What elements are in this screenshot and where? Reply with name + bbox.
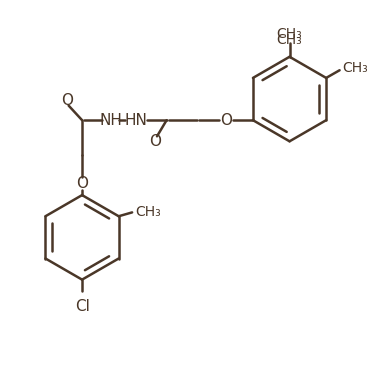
Text: O: O <box>76 176 88 191</box>
Text: CH₃: CH₃ <box>277 33 302 47</box>
Text: CH₃: CH₃ <box>135 205 161 219</box>
Text: CH₃: CH₃ <box>342 61 368 75</box>
Text: CH₃: CH₃ <box>277 27 302 41</box>
Text: HN: HN <box>125 113 147 128</box>
Text: NH: NH <box>99 113 122 128</box>
Text: Cl: Cl <box>75 299 89 314</box>
Text: O: O <box>61 93 73 108</box>
Text: O: O <box>149 134 161 149</box>
Text: O: O <box>220 113 232 128</box>
